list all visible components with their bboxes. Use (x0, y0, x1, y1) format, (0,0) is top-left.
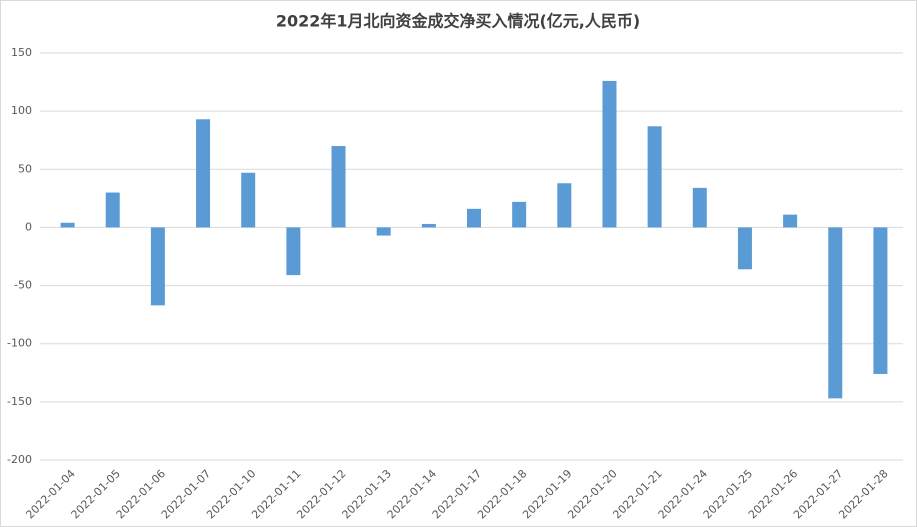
y-tick-label: -200 (7, 453, 32, 466)
bar (105, 192, 120, 228)
bar (376, 227, 391, 236)
y-tick-label: -100 (7, 337, 32, 350)
bar (286, 227, 301, 276)
bar (196, 119, 211, 228)
bar (467, 208, 481, 228)
y-tick-label: -50 (14, 279, 32, 292)
bar (602, 80, 617, 228)
bar (241, 172, 256, 228)
bar (331, 146, 346, 228)
bar (873, 227, 888, 374)
bar (60, 222, 75, 228)
y-tick-label: 50 (18, 162, 32, 175)
bar (647, 126, 662, 228)
y-tick-label: 150 (11, 46, 32, 59)
bar (421, 223, 436, 228)
bar (512, 201, 527, 228)
chart-title: 2022年1月北向资金成交净买入情况(亿元,人民币) (276, 12, 640, 31)
bar (737, 227, 752, 270)
bar (150, 227, 165, 306)
bar (692, 187, 707, 228)
bar (557, 183, 572, 228)
y-tick-label: 0 (25, 220, 32, 233)
bar (783, 214, 798, 228)
y-tick-label: -150 (7, 395, 32, 408)
bar (828, 227, 843, 399)
y-tick-label: 100 (11, 104, 32, 117)
